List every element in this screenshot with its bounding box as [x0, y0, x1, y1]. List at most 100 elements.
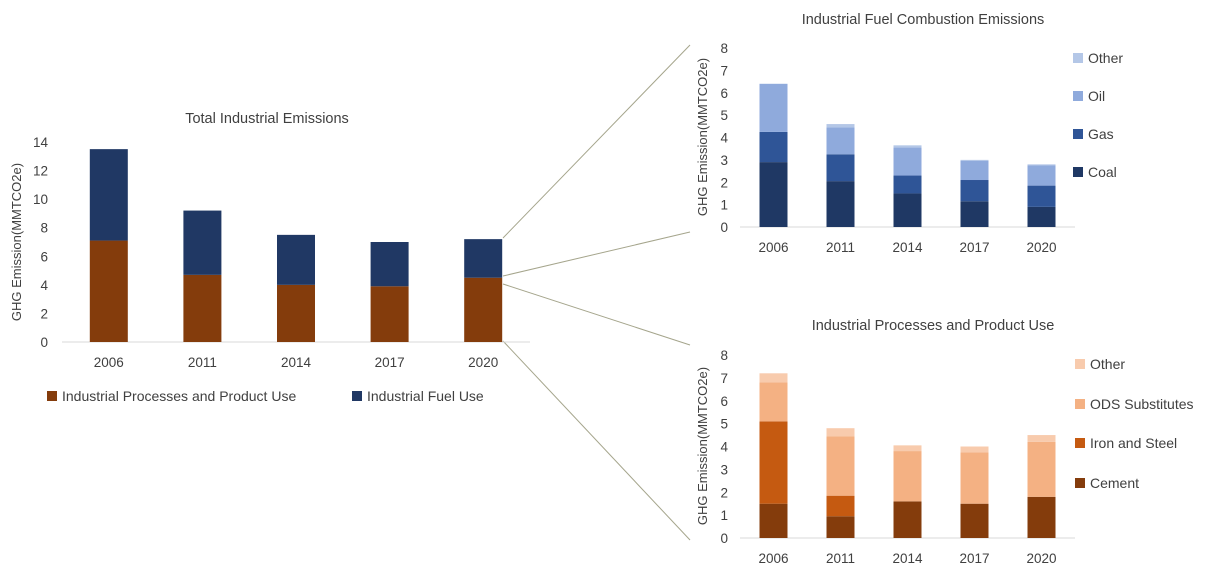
- connector-line-fuel-top: [502, 44, 691, 239]
- y-axis-ticks: 0 1 2 3 4 5 6 7 8: [720, 348, 728, 546]
- bar-gas-2011: [826, 154, 855, 182]
- legend-swatch-iron-steel: [1075, 438, 1085, 448]
- x-tick-label: 2006: [758, 240, 788, 255]
- bar-ods-substitutes-2020: [1027, 441, 1056, 497]
- bar-industrial-processes-and-product-use-2011: [183, 274, 222, 342]
- y-axis-label: GHG Emission(MMTCO2e): [695, 58, 710, 216]
- bar-other-2006: [759, 373, 788, 383]
- x-tick-label: 2011: [188, 355, 217, 370]
- legend-label-cement: Cement: [1090, 475, 1139, 491]
- bar-ods-substitutes-2006: [759, 382, 788, 422]
- y-tick-label: 8: [720, 348, 728, 363]
- y-tick-label: 4: [40, 278, 48, 293]
- bar-coal-2017: [960, 201, 989, 227]
- bar-industrial-processes-and-product-use-2014: [277, 284, 315, 342]
- legend-swatch-coal: [1073, 167, 1083, 177]
- y-tick-label: 0: [40, 335, 48, 350]
- legend-swatch-industrial-processes: [47, 391, 57, 401]
- y-tick-label: 8: [40, 221, 48, 236]
- y-tick-label: 8: [720, 41, 728, 56]
- x-tick-label: 2017: [959, 551, 989, 565]
- chart-title: Industrial Fuel Combustion Emissions: [802, 12, 1045, 28]
- legend-swatch-gas: [1073, 129, 1083, 139]
- bar-industrial-processes-and-product-use-2020: [464, 277, 503, 342]
- y-axis-label: GHG Emission(MMTCO2e): [9, 163, 24, 321]
- bar-industrial-fuel-use-2020: [464, 239, 503, 278]
- y-tick-label: 4: [720, 440, 728, 455]
- y-axis-ticks: 0 1 2 3 4 5 6 7 8: [720, 41, 728, 235]
- bar-iron-and-steel-2006: [759, 421, 788, 504]
- bar-industrial-fuel-use-2006: [89, 149, 128, 241]
- y-tick-label: 0: [720, 220, 728, 235]
- bar-other-2014: [893, 445, 922, 452]
- legend-label-ods-substitutes: ODS Substitutes: [1090, 396, 1194, 412]
- bar-coal-2014: [893, 193, 922, 227]
- bar-gas-2006: [759, 131, 788, 163]
- y-tick-label: 0: [720, 531, 728, 546]
- bar-oil-2011: [826, 127, 855, 155]
- y-tick-label: 2: [720, 175, 728, 190]
- bar-oil-2020: [1027, 165, 1056, 186]
- connector-line-process-top: [502, 283, 691, 346]
- x-tick-label: 2020: [1026, 240, 1056, 255]
- bar-other-2011: [826, 428, 855, 437]
- y-tick-label: 6: [40, 249, 48, 264]
- x-tick-label: 2017: [375, 355, 405, 370]
- bar-gas-2014: [893, 175, 922, 194]
- process-product-use-chart: Industrial Processes and Product Use GHG…: [695, 318, 1194, 565]
- bar-other-2020: [1027, 435, 1056, 442]
- bar-group: [89, 149, 503, 342]
- legend: Industrial Processes and Product Use Ind…: [47, 388, 484, 404]
- bar-coal-2020: [1027, 206, 1056, 227]
- bar-ods-substitutes-2014: [893, 451, 922, 502]
- bar-iron-and-steel-2011: [826, 495, 855, 517]
- legend-swatch-industrial-fuel: [352, 391, 362, 401]
- zoom-connectors: [502, 44, 691, 541]
- bar-industrial-fuel-use-2017: [370, 242, 409, 287]
- y-tick-label: 2: [40, 306, 48, 321]
- bar-oil-2006: [759, 83, 788, 132]
- y-tick-label: 3: [720, 462, 728, 477]
- bar-gas-2020: [1027, 185, 1056, 207]
- x-tick-label: 2020: [1026, 551, 1056, 565]
- x-tick-label: 2006: [758, 551, 788, 565]
- x-tick-label: 2011: [826, 551, 855, 565]
- y-tick-label: 4: [720, 131, 728, 146]
- bar-gas-2017: [960, 180, 989, 202]
- x-tick-label: 2020: [468, 355, 498, 370]
- bar-oil-2014: [893, 147, 922, 176]
- x-axis-ticks: 2006 2011 2014 2017 2020: [758, 551, 1056, 565]
- total-emissions-chart: Total Industrial Emissions GHG Emission(…: [9, 111, 530, 404]
- legend-label-other: Other: [1090, 356, 1125, 372]
- bar-coal-2006: [759, 162, 788, 227]
- bar-group: [759, 83, 1056, 227]
- bar-other-2011: [826, 124, 855, 128]
- bar-ods-substitutes-2011: [826, 436, 855, 496]
- y-tick-label: 12: [33, 164, 48, 179]
- bar-cement-2020: [1027, 496, 1056, 538]
- y-tick-label: 6: [720, 86, 728, 101]
- chart-title: Total Industrial Emissions: [185, 111, 349, 127]
- bar-group: [759, 373, 1056, 538]
- bar-other-2017: [960, 159, 989, 161]
- bar-cement-2017: [960, 503, 989, 538]
- y-tick-label: 7: [720, 371, 728, 386]
- y-tick-label: 2: [720, 485, 728, 500]
- bar-cement-2011: [826, 516, 855, 538]
- bar-other-2020: [1027, 164, 1056, 166]
- legend-label-gas: Gas: [1088, 126, 1114, 142]
- bar-other-2017: [960, 446, 989, 453]
- legend-swatch-other: [1075, 359, 1085, 369]
- bar-oil-2017: [960, 160, 989, 181]
- bar-industrial-fuel-use-2011: [183, 210, 222, 275]
- x-axis-ticks: 2006 2011 2014 2017 2020: [94, 355, 498, 370]
- legend-label-industrial-processes: Industrial Processes and Product Use: [62, 388, 296, 404]
- legend-swatch-ods-substitutes: [1075, 399, 1085, 409]
- y-axis-ticks: 0 2 4 6 8 10 12 14: [33, 135, 49, 350]
- y-tick-label: 7: [720, 63, 728, 78]
- chart-title: Industrial Processes and Product Use: [812, 318, 1055, 334]
- bar-cement-2014: [893, 501, 922, 538]
- legend: Other Oil Gas Coal: [1073, 50, 1123, 180]
- connector-line-fuel-bottom: [502, 231, 691, 277]
- x-tick-label: 2014: [892, 551, 923, 565]
